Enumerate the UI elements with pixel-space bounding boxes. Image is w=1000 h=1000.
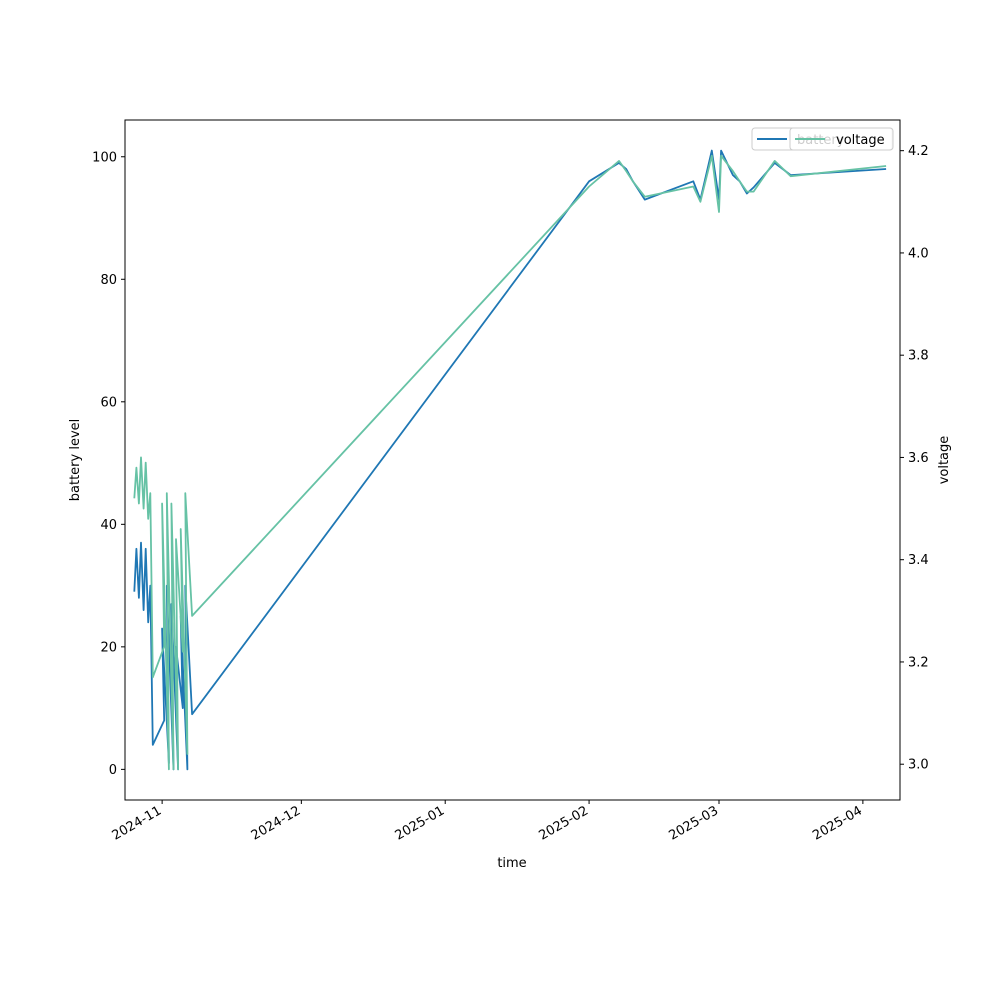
y-right-tick-label: 4.0: [908, 246, 929, 261]
legend-voltage: voltage: [789, 127, 894, 151]
y-right-tick-label: 3.8: [908, 349, 929, 364]
series-layer: [133, 149, 887, 771]
y-axis-left-title: battery level: [68, 419, 83, 502]
x-tick-label: 2025-02: [537, 803, 592, 843]
x-tick-label: 2024-11: [110, 803, 165, 843]
plot-area: [125, 120, 900, 800]
x-tick-label: 2025-04: [810, 803, 865, 843]
y-left-tick-label: 40: [100, 518, 117, 533]
y-left-tick-label: 20: [100, 640, 117, 655]
legend-voltage-label: voltage: [836, 133, 885, 148]
y-axis-right-title: voltage: [937, 436, 952, 485]
series-line-voltage: [133, 154, 887, 771]
x-tick-label: 2025-01: [393, 803, 448, 843]
y-right-tick-label: 3.2: [908, 655, 929, 670]
y-right-tick-label: 4.2: [908, 144, 929, 159]
y-left-tick-label: 80: [100, 273, 117, 288]
legend-voltage-box: [789, 127, 894, 151]
y-left-tick-label: 0: [109, 763, 117, 778]
axes-frame: [124, 119, 901, 801]
y-right-tick-label: 3.0: [908, 758, 929, 773]
y-right-tick-label: 3.4: [908, 553, 929, 568]
x-axis-title: time: [497, 856, 526, 871]
x-tick-label: 2025-03: [666, 803, 721, 843]
y-left-tick-label: 60: [100, 395, 117, 410]
x-tick-label: 2024-12: [249, 803, 304, 843]
y-left-tick-label: 100: [92, 150, 117, 165]
y-right-tick-label: 3.6: [908, 451, 929, 466]
